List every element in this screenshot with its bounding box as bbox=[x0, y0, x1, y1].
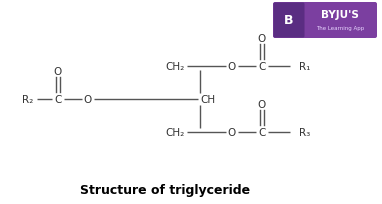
Text: CH₂: CH₂ bbox=[166, 62, 185, 72]
Text: C: C bbox=[54, 94, 62, 104]
Text: CH: CH bbox=[200, 94, 215, 104]
FancyBboxPatch shape bbox=[274, 3, 304, 38]
Text: O: O bbox=[258, 100, 266, 110]
Text: R₁: R₁ bbox=[299, 62, 310, 72]
Text: O: O bbox=[228, 62, 236, 72]
Text: C: C bbox=[258, 62, 266, 72]
Text: O: O bbox=[84, 94, 92, 104]
Text: Structure of triglyceride: Structure of triglyceride bbox=[80, 184, 250, 196]
Text: O: O bbox=[258, 34, 266, 44]
Text: C: C bbox=[258, 127, 266, 137]
Text: O: O bbox=[54, 67, 62, 77]
FancyBboxPatch shape bbox=[273, 3, 377, 39]
Text: BYJU'S: BYJU'S bbox=[321, 10, 359, 20]
Text: B: B bbox=[284, 14, 294, 27]
Text: The Learning App: The Learning App bbox=[316, 26, 364, 30]
Text: R₃: R₃ bbox=[299, 127, 310, 137]
Text: CH₂: CH₂ bbox=[166, 127, 185, 137]
Text: R₂: R₂ bbox=[23, 94, 34, 104]
Text: O: O bbox=[228, 127, 236, 137]
